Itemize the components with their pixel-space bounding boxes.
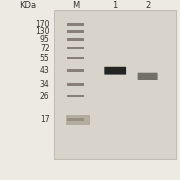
Bar bbox=[67, 83, 84, 86]
Bar bbox=[67, 47, 84, 50]
Text: 55: 55 bbox=[40, 53, 50, 62]
Text: 72: 72 bbox=[40, 44, 50, 53]
Text: 34: 34 bbox=[40, 80, 50, 89]
Text: M: M bbox=[72, 1, 79, 10]
Bar bbox=[67, 23, 84, 26]
Text: 26: 26 bbox=[40, 92, 50, 101]
Bar bbox=[66, 115, 90, 125]
Text: 17: 17 bbox=[40, 115, 50, 124]
Text: 95: 95 bbox=[40, 35, 50, 44]
Bar bbox=[54, 10, 176, 159]
Bar bbox=[67, 38, 84, 41]
Bar bbox=[67, 69, 84, 72]
Text: 170: 170 bbox=[35, 20, 50, 29]
Text: KDa: KDa bbox=[19, 1, 37, 10]
Bar bbox=[67, 30, 84, 33]
Text: 2: 2 bbox=[145, 1, 150, 10]
Text: 1: 1 bbox=[112, 1, 118, 10]
Bar bbox=[67, 57, 84, 59]
FancyBboxPatch shape bbox=[104, 67, 126, 75]
Text: 43: 43 bbox=[40, 66, 50, 75]
FancyBboxPatch shape bbox=[138, 73, 158, 80]
Text: 130: 130 bbox=[35, 27, 50, 36]
Bar bbox=[67, 95, 84, 97]
Bar bbox=[67, 118, 84, 121]
